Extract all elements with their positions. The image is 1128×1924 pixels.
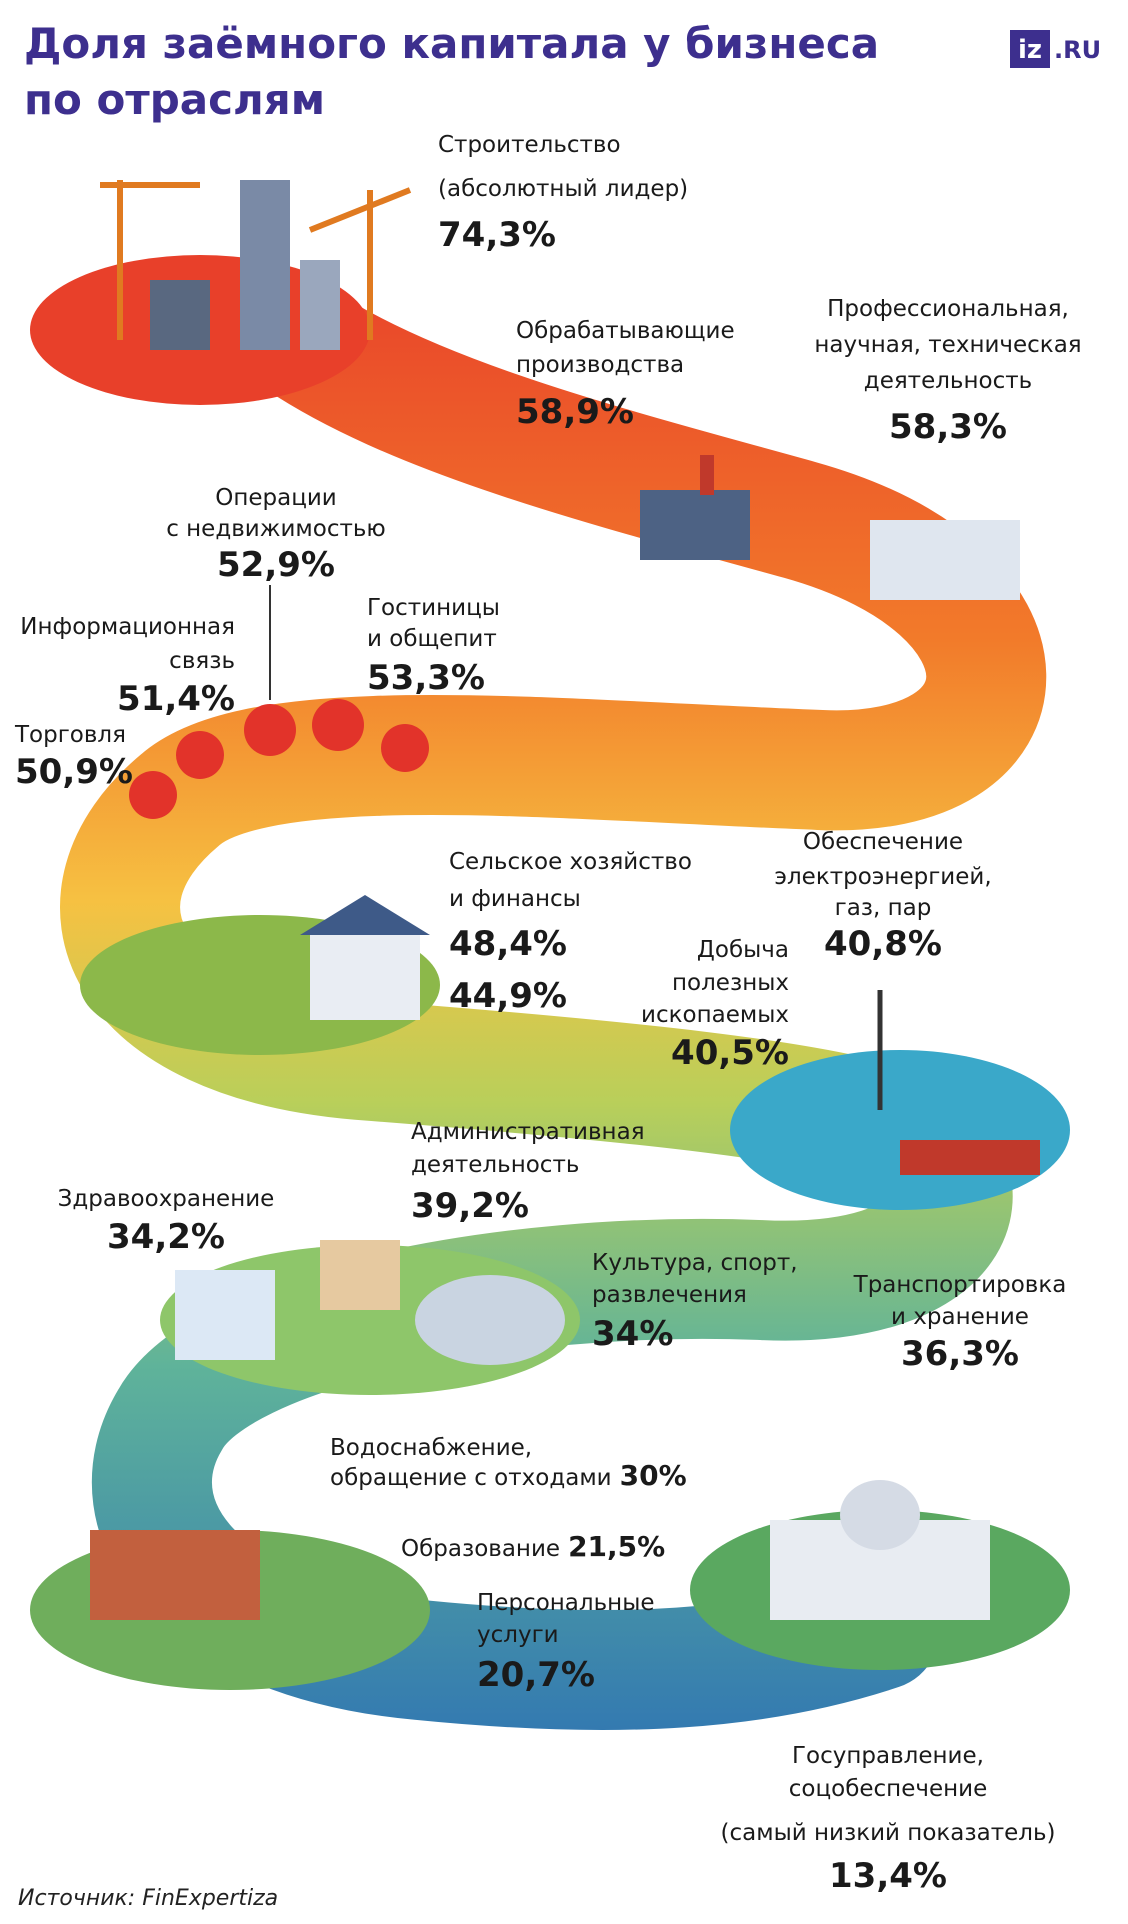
item-value: 40,8%: [824, 924, 942, 964]
item-value: 20,7%: [477, 1655, 595, 1695]
hospital: [175, 1270, 275, 1360]
item-value: 58,3%: [889, 407, 1007, 447]
item-label: деятельность: [864, 368, 1032, 394]
item-value: 74,3%: [438, 215, 556, 255]
item-label: Торговля: [14, 722, 126, 748]
item-label: развлечения: [592, 1282, 747, 1308]
item-value: 48,4%: [449, 924, 567, 964]
item-label: Гостиницы: [367, 595, 500, 621]
item-label: газ, пар: [835, 895, 932, 921]
item-label: Операции: [215, 485, 337, 511]
item-label: (самый низкий показатель): [721, 1820, 1056, 1846]
item-label: научная, техническая: [814, 332, 1081, 358]
title: Доля заёмного капитала у бизнеса: [24, 19, 879, 68]
logo-box: [1010, 30, 1050, 68]
item-label: с недвижимостью: [166, 516, 386, 542]
bank-roof: [300, 895, 430, 935]
factory: [640, 490, 750, 560]
museum: [320, 1240, 400, 1310]
item-label: ископаемых: [641, 1002, 789, 1028]
item-value: 36,3%: [901, 1334, 1019, 1374]
item-label: Водоснабжение,: [330, 1435, 532, 1461]
item-label: и общепит: [367, 626, 497, 652]
item-label: Добыча: [697, 937, 789, 963]
item-label: Обрабатывающие: [516, 318, 735, 344]
item-label: электроэнергией,: [774, 864, 991, 890]
item-label: Административная: [411, 1119, 645, 1145]
ship: [900, 1140, 1040, 1175]
item-value: 44,9%: [449, 976, 567, 1016]
pins: [129, 699, 429, 819]
item-label: деятельность: [411, 1152, 579, 1178]
skyscraper: [240, 180, 290, 350]
lab: [870, 520, 1020, 600]
item-value: 52,9%: [217, 545, 335, 585]
item-label: соцобеспечение: [789, 1776, 988, 1802]
building: [300, 260, 340, 350]
item-label: Образование 21,5%: [401, 1530, 665, 1563]
item-label: и хранение: [891, 1304, 1029, 1330]
item-value: 58,9%: [516, 392, 634, 432]
stadium: [415, 1275, 565, 1365]
chimney: [700, 455, 714, 495]
crane: [308, 187, 412, 233]
island-energy: [730, 1050, 1070, 1210]
item-value: 51,4%: [117, 679, 235, 719]
logo-suffix: .RU: [1054, 36, 1101, 64]
item-value: 53,3%: [367, 658, 485, 698]
item-value: 13,4%: [829, 1856, 947, 1896]
item-label: Персональные: [477, 1590, 655, 1616]
item-value: 50,9%: [15, 752, 133, 792]
texts: Доля заёмного капитала у бизнеса по отра…: [14, 19, 1101, 1911]
item-label: Сельское хозяйство: [449, 849, 692, 875]
title: по отраслям: [24, 75, 325, 124]
illustrations: [90, 180, 1040, 1620]
item-label: Госуправление,: [792, 1743, 984, 1769]
item-label: Здравоохранение: [58, 1186, 275, 1212]
item-label: связь: [169, 648, 235, 674]
item-value: 34,2%: [107, 1217, 225, 1257]
item-label: и финансы: [449, 886, 581, 912]
item-label: Транспортировка: [853, 1272, 1067, 1298]
item-label: обращение с отходами 30%: [330, 1459, 687, 1492]
item-label: Профессиональная,: [827, 296, 1069, 322]
source: Источник: FinExpertiza: [18, 1886, 278, 1911]
item-label: Обеспечение: [803, 829, 963, 855]
item-label: Информационная: [20, 614, 235, 640]
item-label: Строительство: [438, 132, 621, 158]
item-label: производства: [516, 352, 684, 378]
school: [90, 1530, 260, 1620]
item-label: услуги: [477, 1622, 559, 1648]
item-value: 21,5%: [568, 1530, 665, 1563]
item-value: 40,5%: [671, 1033, 789, 1073]
item-label: полезных: [672, 970, 789, 996]
building: [150, 280, 210, 350]
logo: iz: [1018, 35, 1042, 65]
item-value: 34%: [592, 1314, 673, 1354]
item-value: 30%: [620, 1459, 687, 1492]
item-label: (абсолютный лидер): [438, 176, 688, 202]
item-label: Культура, спорт,: [592, 1250, 798, 1276]
dome: [840, 1480, 920, 1550]
bank: [310, 930, 420, 1020]
item-value: 39,2%: [411, 1186, 529, 1226]
